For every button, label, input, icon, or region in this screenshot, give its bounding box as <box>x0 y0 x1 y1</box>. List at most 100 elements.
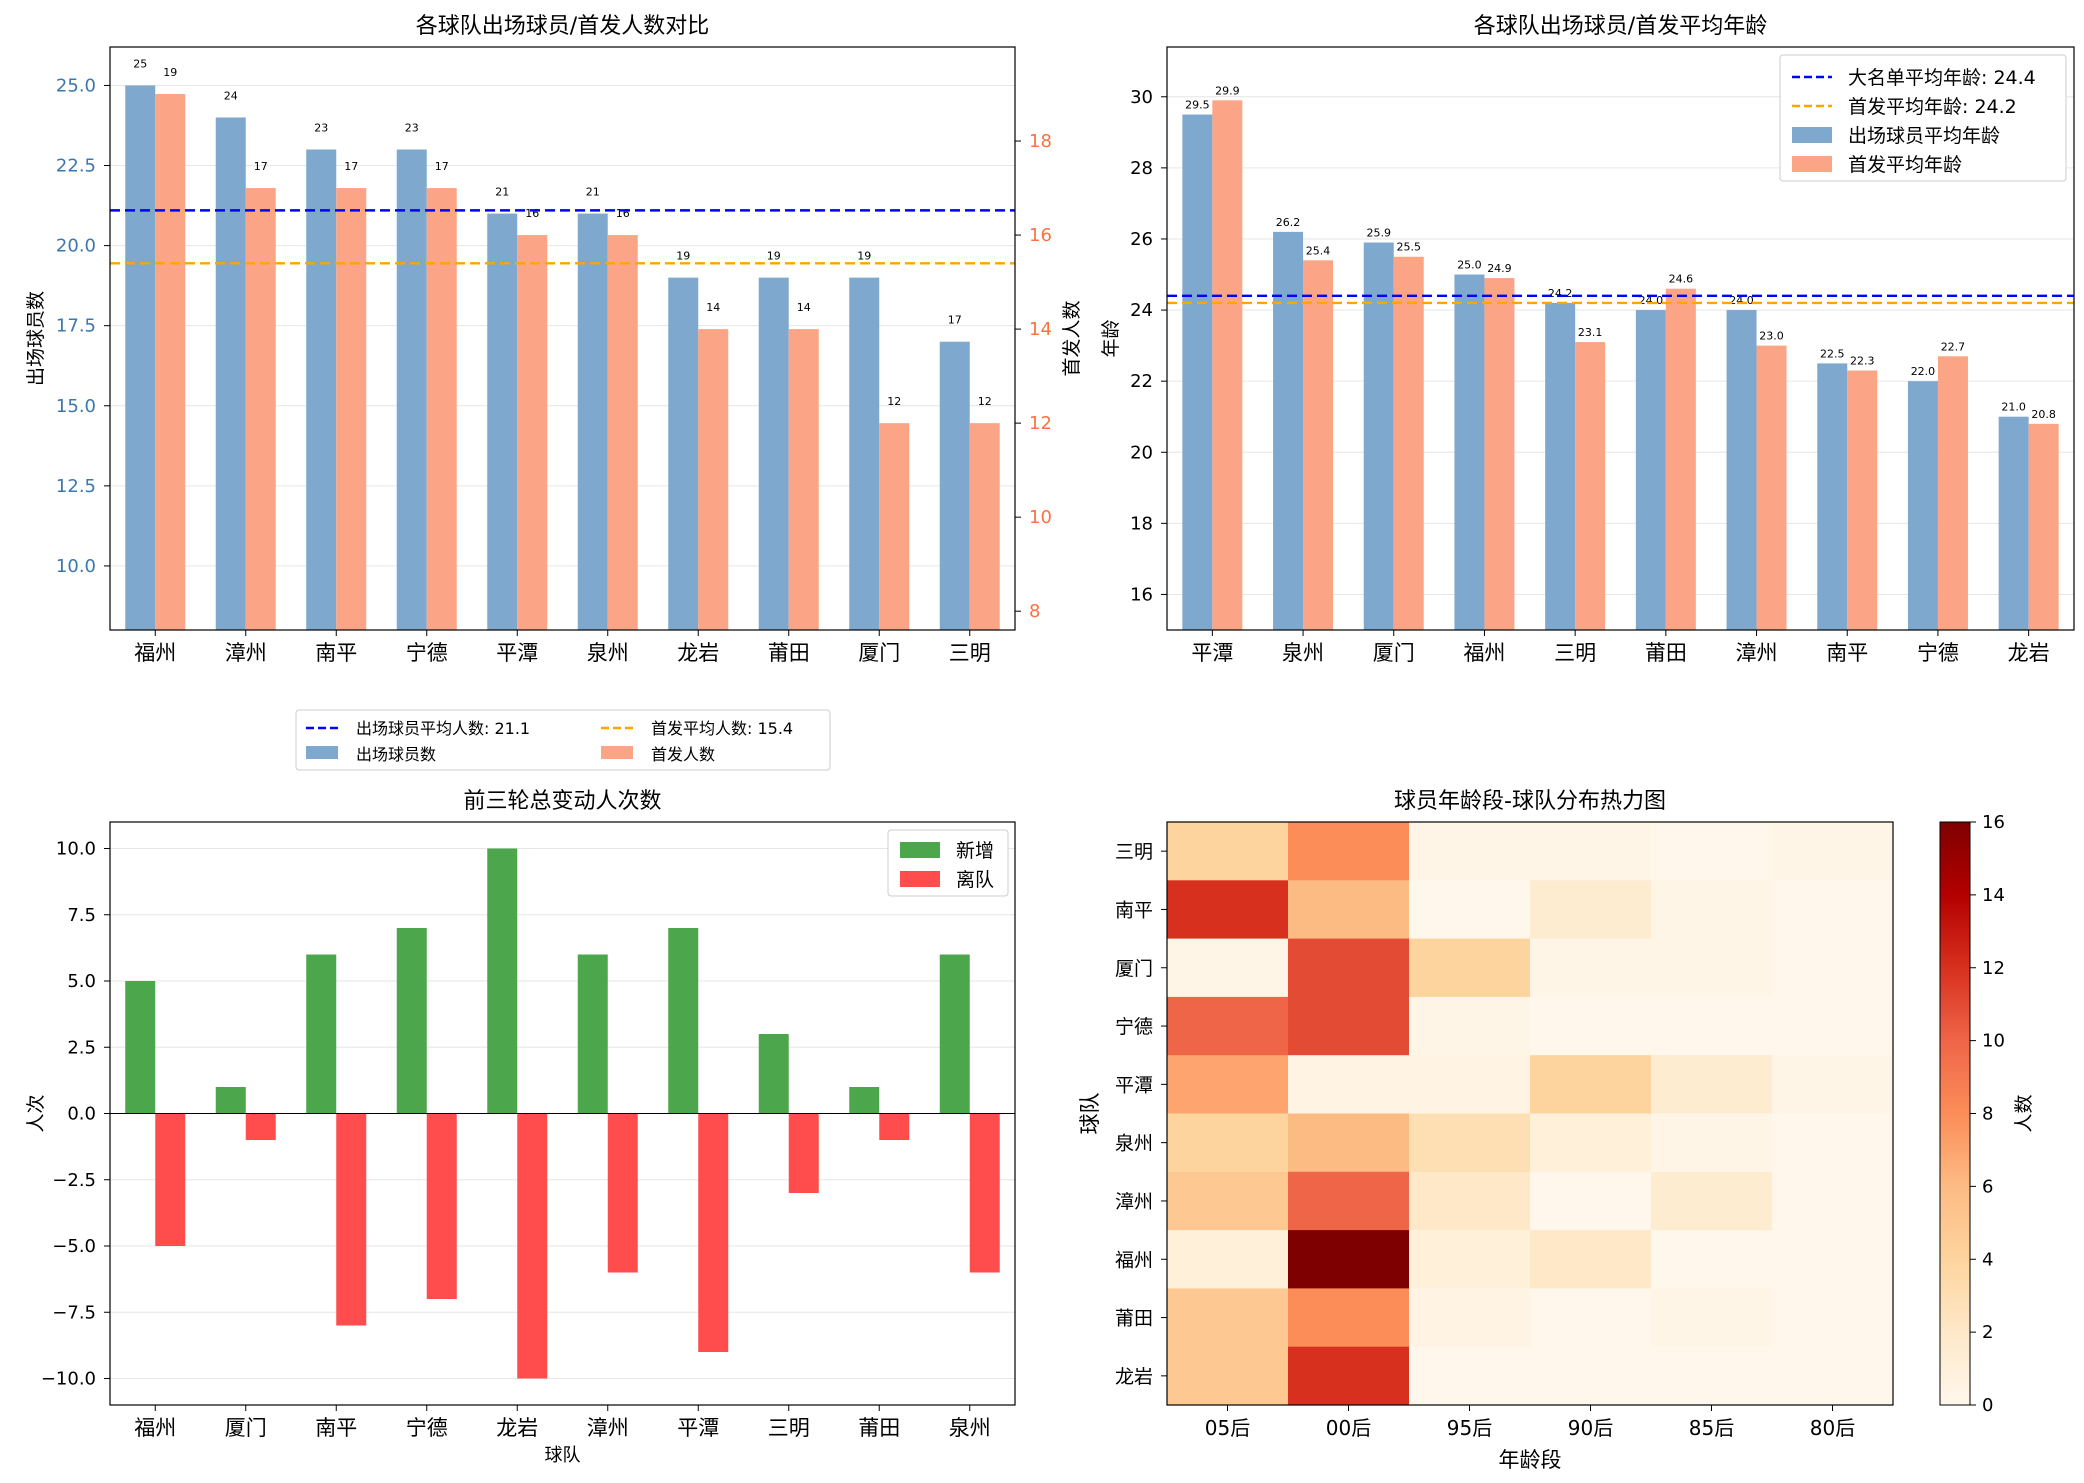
bar-starters <box>969 423 1000 630</box>
x-tick-label: 龙岩 <box>2008 641 2050 665</box>
heatmap-cell <box>1288 1346 1410 1406</box>
bar-avg-age-starters <box>1393 256 1424 630</box>
heatmap-cell <box>1651 822 1773 881</box>
y-axis-label: 球队 <box>1078 1093 1102 1135</box>
heatmap-cell <box>1651 1113 1773 1173</box>
bar-avg-age-starters <box>1665 288 1696 630</box>
y-right-tick-label: 16 <box>1029 225 1052 246</box>
bar-added <box>487 848 518 1114</box>
y-tick-label: 平潭 <box>1115 1074 1153 1096</box>
bar-avg-age-all <box>1998 416 2029 630</box>
x-tick-label: 00后 <box>1326 1416 1371 1440</box>
bar-starters <box>245 188 276 630</box>
x-tick-label: 85后 <box>1689 1416 1734 1440</box>
y-tick-label: 10.0 <box>56 556 96 577</box>
bar-value-label: 19 <box>163 66 177 79</box>
bar-avg-age-starters <box>1937 356 1968 630</box>
colorbar-tick-label: 0 <box>1982 1395 1993 1416</box>
heatmap-cell <box>1651 938 1773 998</box>
bar-value-label: 12 <box>978 395 992 408</box>
y-right-axis-label: 首发人数 <box>1061 300 1083 376</box>
bar-appearances <box>396 149 427 630</box>
x-tick-label: 泉州 <box>587 641 629 665</box>
heatmap-cell <box>1530 1230 1652 1289</box>
colorbar-label: 人数 <box>2013 1094 2035 1132</box>
bar-starters <box>155 94 186 631</box>
legend-label: 大名单平均年龄: 24.4 <box>1848 67 2036 89</box>
bar-departed <box>788 1113 819 1193</box>
bar-value-label: 23.0 <box>1759 330 1784 343</box>
y-tick-label: 12.5 <box>56 476 96 497</box>
heatmap-cell <box>1651 996 1773 1056</box>
x-tick-label: 厦门 <box>858 641 900 665</box>
bar-avg-age-all <box>1817 363 1848 630</box>
heatmap-cell <box>1167 1288 1289 1348</box>
bar-value-label: 21 <box>495 186 509 199</box>
colorbar-tick-label: 14 <box>1982 885 2005 906</box>
legend-swatch <box>1792 127 1832 143</box>
x-tick-label: 宁德 <box>1917 641 1959 665</box>
bar-value-label: 17 <box>948 314 962 327</box>
plot-frame <box>109 821 1016 1406</box>
heatmap-cell <box>1772 938 1894 998</box>
colorbar <box>1939 821 1971 1406</box>
x-tick-label: 平潭 <box>1191 641 1233 665</box>
bar-value-label: 25.0 <box>1457 259 1482 272</box>
bar-starters <box>517 235 548 630</box>
bar-added <box>939 954 970 1114</box>
heatmap-cell <box>1772 880 1894 940</box>
heatmap-cell <box>1409 1230 1531 1289</box>
heatmap-cell <box>1167 822 1289 881</box>
bar-avg-age-all <box>1545 302 1576 630</box>
y-axis-label: 人次 <box>25 1094 47 1132</box>
bar-departed <box>245 1113 276 1140</box>
y-tick-label: 15.0 <box>56 396 96 417</box>
bar-value-label: 24.2 <box>1548 287 1573 300</box>
heatmap-cell <box>1167 938 1289 998</box>
chart-title: 各球队出场球员/首发人数对比 <box>416 14 709 39</box>
bar-added <box>668 928 699 1114</box>
y-right-tick-label: 10 <box>1029 507 1052 528</box>
heatmap-cell <box>1651 1055 1773 1114</box>
heatmap-cell <box>1772 822 1894 881</box>
bar-value-label: 23 <box>314 122 328 135</box>
legend-swatch <box>900 871 940 887</box>
bar-value-label: 24 <box>224 89 238 102</box>
heatmap-cell <box>1288 822 1410 881</box>
y-tick-label: 龙岩 <box>1115 1366 1153 1388</box>
bar-departed <box>698 1113 729 1352</box>
bar-appearances <box>487 213 518 631</box>
legend-swatch <box>601 746 633 759</box>
bar-avg-age-starters <box>1484 278 1515 630</box>
y-tick-label: 10.0 <box>56 839 96 860</box>
heatmap-cell <box>1288 1171 1410 1231</box>
bar-value-label: 22.0 <box>1911 365 1936 378</box>
x-tick-label: 平潭 <box>677 1416 719 1440</box>
bar-avg-age-all <box>1907 381 1938 630</box>
y-tick-label: 22 <box>1130 371 1153 392</box>
bar-appearances <box>668 277 699 630</box>
y-tick-label: 20.0 <box>56 236 96 257</box>
x-tick-label: 平潭 <box>496 641 538 665</box>
chart-title: 各球队出场球员/首发平均年龄 <box>1474 14 1767 39</box>
x-axis-label: 球队 <box>545 1445 581 1466</box>
y-tick-label: −5.0 <box>52 1236 96 1257</box>
bar-starters <box>879 423 910 630</box>
heatmap-cell <box>1288 880 1410 940</box>
bar-avg-age-starters <box>1303 260 1334 630</box>
chart-title: 前三轮总变动人次数 <box>463 789 661 814</box>
y-tick-label: 24 <box>1130 300 1153 321</box>
x-tick-label: 三明 <box>1554 641 1596 665</box>
bar-avg-age-starters <box>1212 100 1243 630</box>
heatmap-cell <box>1651 880 1773 940</box>
bar-value-label: 19 <box>676 250 690 263</box>
x-tick-label: 福州 <box>134 641 176 665</box>
heatmap-cell <box>1530 1288 1652 1348</box>
bar-avg-age-starters <box>1575 342 1606 630</box>
bar-added <box>215 1087 246 1114</box>
bar-starters <box>336 188 367 630</box>
colorbar-tick-label: 16 <box>1982 812 2005 833</box>
legend-swatch <box>900 842 940 858</box>
x-tick-label: 90后 <box>1568 1416 1613 1440</box>
y-tick-label: 泉州 <box>1115 1133 1153 1155</box>
